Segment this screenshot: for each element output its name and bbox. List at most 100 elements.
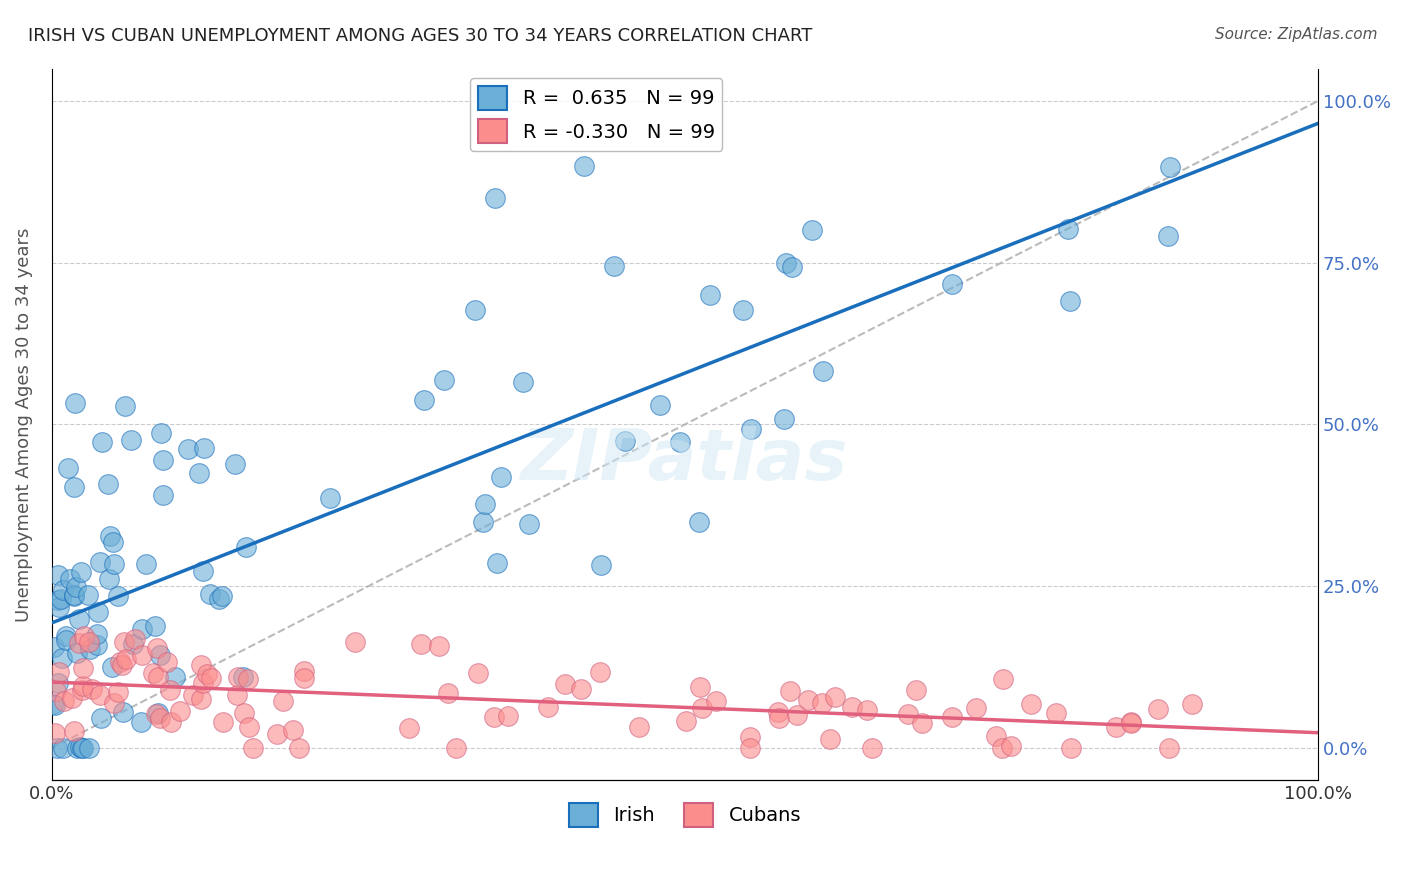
Text: ZIPatlas: ZIPatlas bbox=[522, 425, 849, 494]
Irish bbox=[77, 741, 100, 756]
Irish bbox=[103, 558, 125, 572]
Cubans bbox=[1021, 698, 1043, 712]
Cubans bbox=[44, 725, 66, 739]
Irish bbox=[87, 605, 110, 619]
Cubans bbox=[159, 683, 181, 698]
Cubans bbox=[766, 705, 789, 719]
Irish bbox=[143, 619, 166, 633]
Cubans bbox=[1146, 702, 1168, 716]
Cubans bbox=[169, 704, 191, 718]
Cubans bbox=[444, 741, 467, 756]
Cubans bbox=[467, 665, 489, 680]
Irish bbox=[120, 434, 142, 448]
Irish bbox=[98, 529, 121, 543]
Irish bbox=[152, 453, 174, 467]
Irish bbox=[688, 515, 710, 529]
Cubans bbox=[482, 710, 505, 724]
Irish bbox=[72, 741, 94, 756]
Irish bbox=[114, 399, 136, 413]
Cubans bbox=[44, 684, 66, 698]
Irish bbox=[101, 660, 124, 674]
Cubans bbox=[131, 648, 153, 662]
Cubans bbox=[841, 700, 863, 714]
Irish bbox=[163, 670, 186, 684]
Irish bbox=[101, 534, 124, 549]
Cubans bbox=[195, 667, 218, 681]
Irish bbox=[699, 288, 721, 302]
Irish bbox=[773, 411, 796, 425]
Irish bbox=[48, 600, 70, 615]
Cubans bbox=[1060, 741, 1083, 756]
Cubans bbox=[89, 688, 111, 702]
Cubans bbox=[704, 694, 727, 708]
Irish bbox=[65, 580, 87, 594]
Cubans bbox=[1105, 720, 1128, 734]
Cubans bbox=[986, 729, 1008, 743]
Cubans bbox=[689, 680, 711, 694]
Irish bbox=[79, 641, 101, 656]
Irish bbox=[1057, 221, 1080, 235]
Irish bbox=[648, 398, 671, 412]
Cubans bbox=[190, 691, 212, 706]
Cubans bbox=[238, 720, 260, 734]
Irish bbox=[91, 434, 114, 449]
Cubans bbox=[855, 703, 877, 717]
Irish bbox=[517, 517, 540, 532]
Irish bbox=[56, 461, 79, 475]
Cubans bbox=[190, 658, 212, 673]
Irish bbox=[512, 376, 534, 390]
Irish bbox=[188, 466, 211, 480]
Cubans bbox=[107, 685, 129, 699]
Irish bbox=[135, 558, 157, 572]
Cubans bbox=[1000, 739, 1022, 753]
Cubans bbox=[62, 723, 84, 738]
Irish bbox=[149, 648, 172, 662]
Legend: Irish, Cubans: Irish, Cubans bbox=[561, 796, 808, 835]
Cubans bbox=[149, 711, 172, 725]
Irish bbox=[813, 364, 835, 378]
Cubans bbox=[191, 675, 214, 690]
Irish bbox=[62, 589, 84, 603]
Cubans bbox=[811, 696, 834, 710]
Cubans bbox=[233, 706, 256, 721]
Cubans bbox=[212, 715, 235, 730]
Irish bbox=[86, 638, 108, 652]
Cubans bbox=[73, 629, 96, 643]
Irish bbox=[131, 622, 153, 636]
Cubans bbox=[266, 726, 288, 740]
Cubans bbox=[79, 635, 101, 649]
Cubans bbox=[740, 730, 762, 744]
Cubans bbox=[1045, 706, 1067, 720]
Cubans bbox=[1119, 715, 1142, 730]
Cubans bbox=[897, 706, 920, 721]
Irish bbox=[198, 587, 221, 601]
Irish bbox=[111, 705, 134, 719]
Irish bbox=[89, 555, 111, 569]
Cubans bbox=[1181, 698, 1204, 712]
Cubans bbox=[554, 677, 576, 691]
Irish bbox=[52, 741, 75, 756]
Text: IRISH VS CUBAN UNEMPLOYMENT AMONG AGES 30 TO 34 YEARS CORRELATION CHART: IRISH VS CUBAN UNEMPLOYMENT AMONG AGES 3… bbox=[28, 27, 813, 45]
Cubans bbox=[496, 709, 519, 723]
Irish bbox=[489, 469, 512, 483]
Cubans bbox=[160, 715, 183, 730]
Irish bbox=[44, 698, 66, 712]
Irish bbox=[63, 396, 86, 410]
Cubans bbox=[238, 672, 260, 686]
Irish bbox=[484, 191, 506, 205]
Irish bbox=[59, 572, 82, 586]
Cubans bbox=[1119, 714, 1142, 729]
Cubans bbox=[82, 681, 104, 696]
Cubans bbox=[156, 655, 179, 669]
Cubans bbox=[779, 683, 801, 698]
Cubans bbox=[110, 657, 132, 672]
Irish bbox=[66, 646, 89, 660]
Cubans bbox=[690, 701, 713, 715]
Irish bbox=[572, 159, 595, 173]
Irish bbox=[146, 706, 169, 720]
Cubans bbox=[786, 708, 808, 723]
Cubans bbox=[569, 681, 592, 696]
Irish bbox=[1059, 293, 1081, 308]
Cubans bbox=[797, 693, 820, 707]
Irish bbox=[232, 670, 254, 684]
